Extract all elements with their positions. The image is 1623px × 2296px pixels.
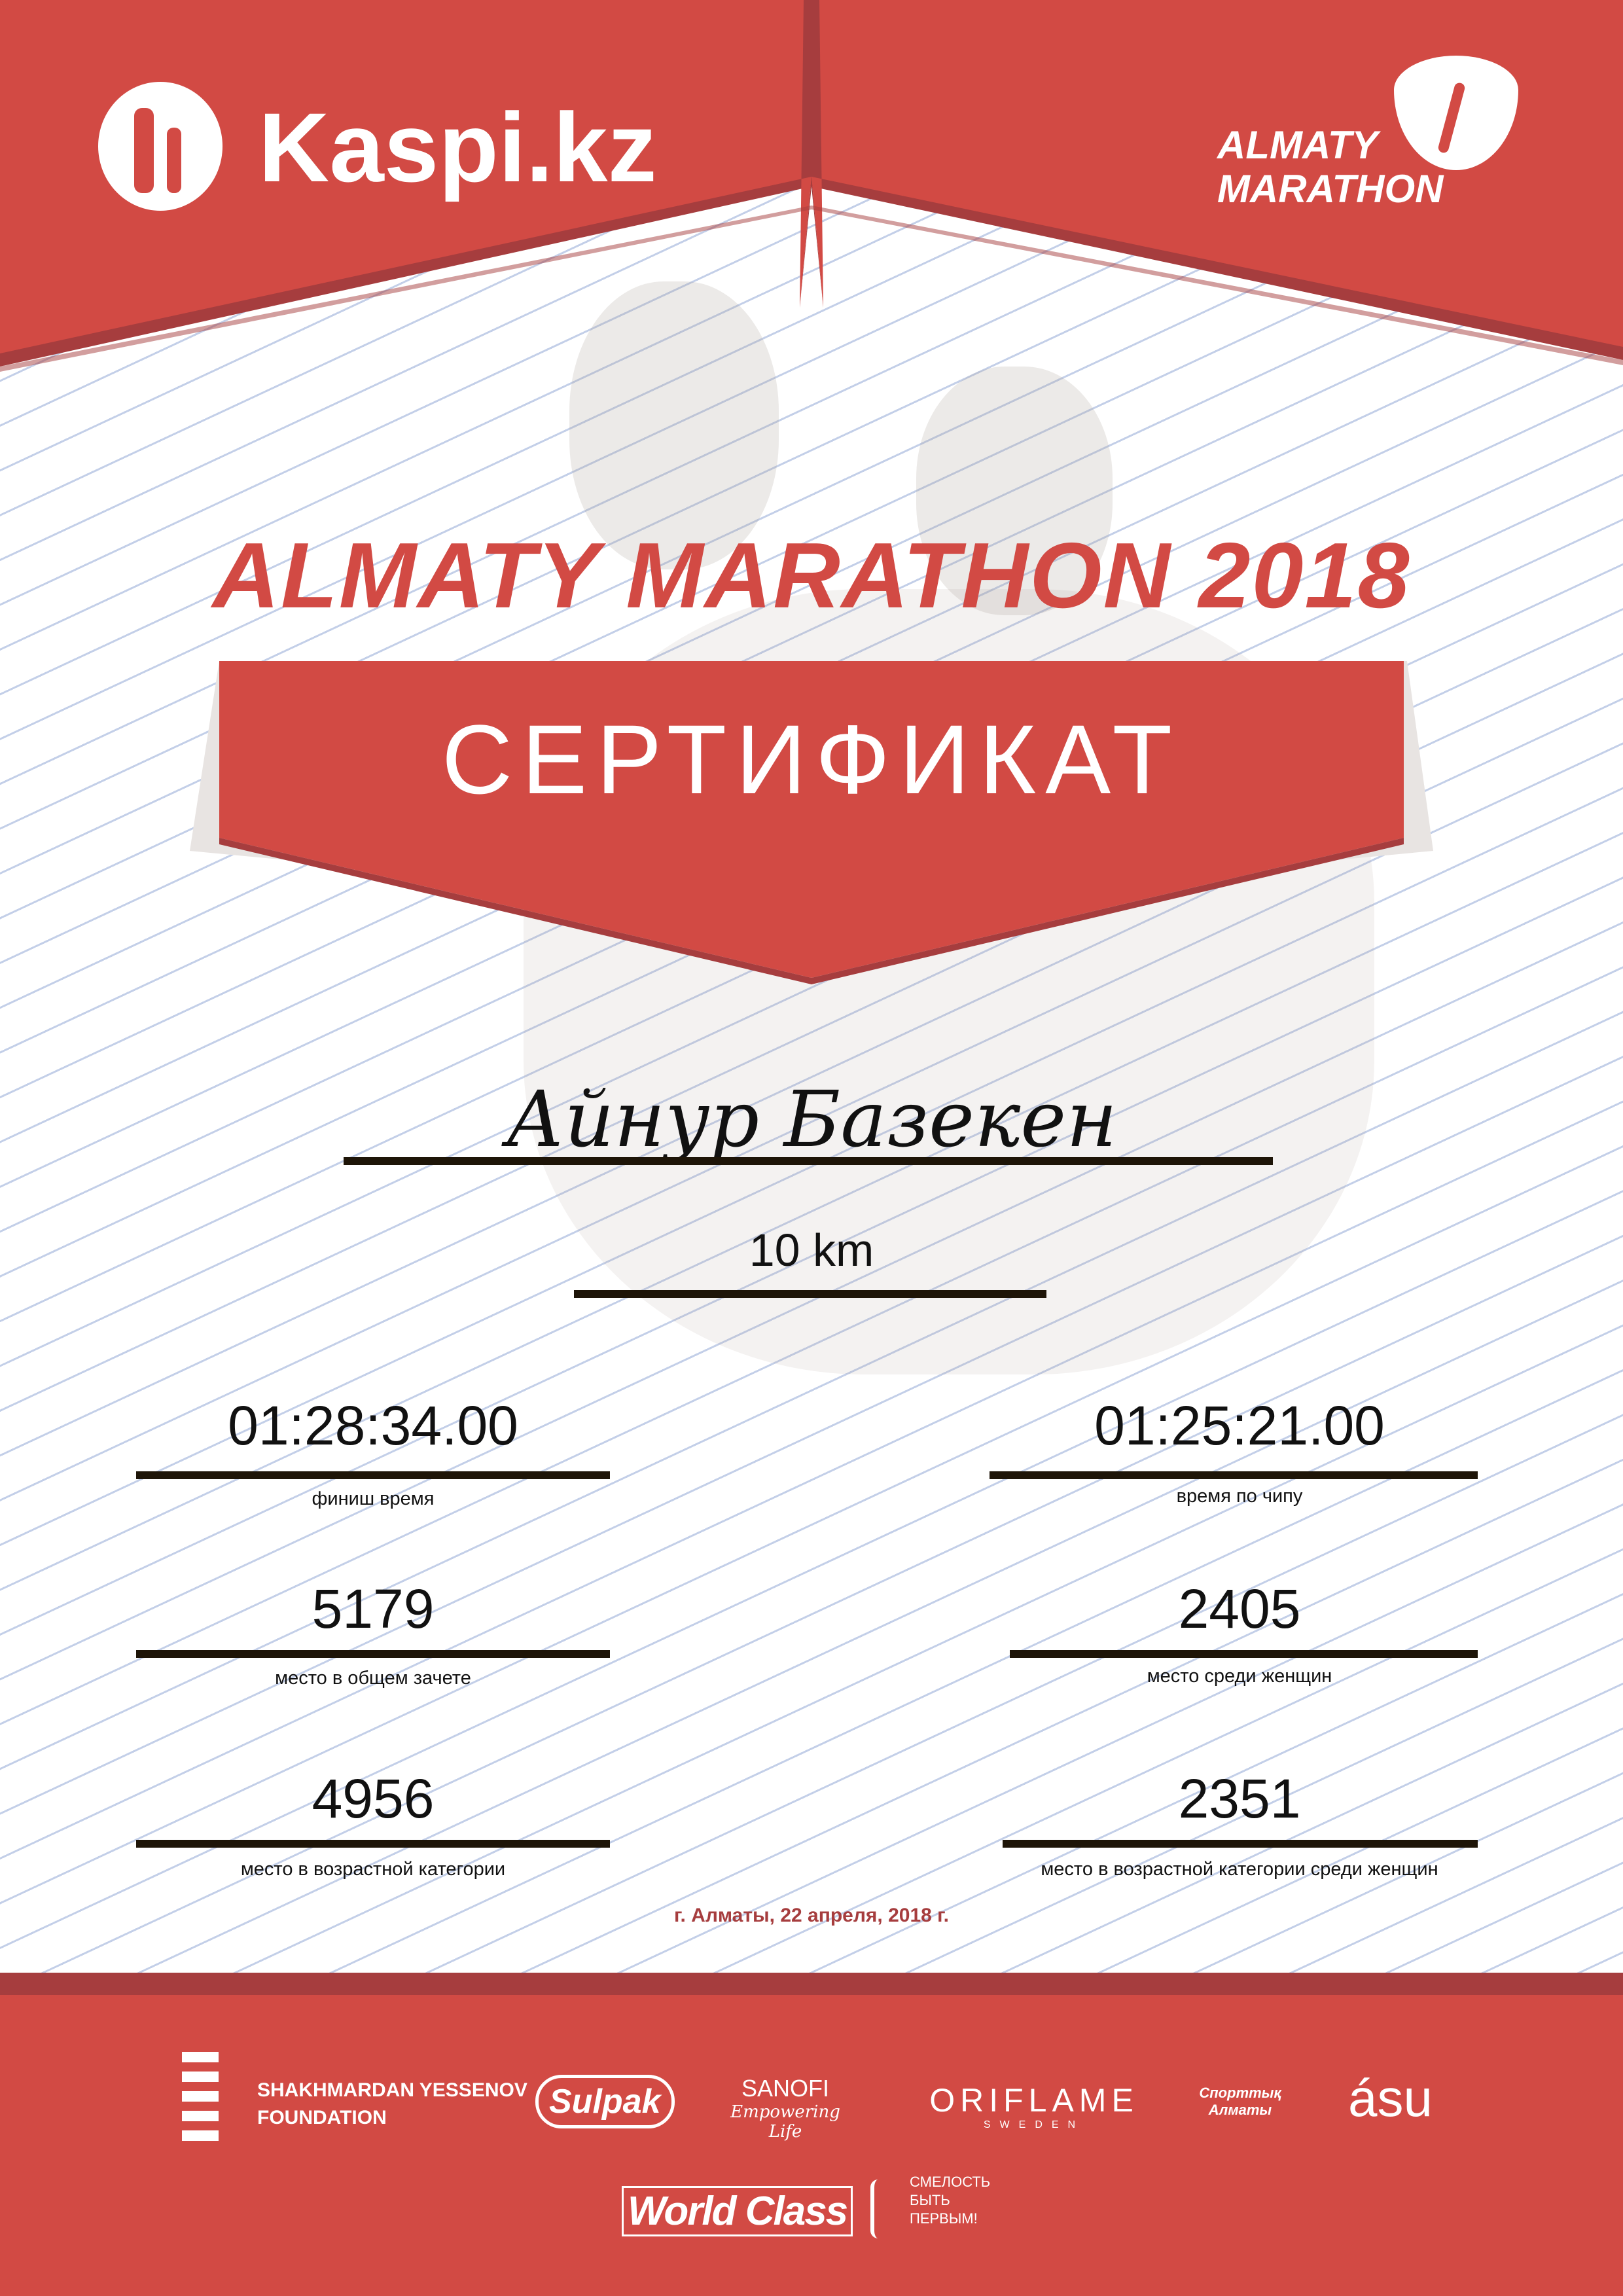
footer <box>0 1995 1623 2296</box>
participant-name: Айнур Базекен <box>506 1074 1117 1164</box>
footer-band <box>0 1973 1623 1995</box>
age-place-value: 4956 <box>312 1768 435 1829</box>
women-age-place-underline <box>1003 1840 1478 1848</box>
yessenov-icon <box>182 2052 219 2150</box>
name-underline <box>344 1157 1273 1165</box>
sanofi-logo: SANOFI Empowering Life <box>730 2075 840 2142</box>
sulpak-logo: Sulpak <box>535 2075 675 2128</box>
runner-icon <box>870 2179 890 2238</box>
chip-time-value: 01:25:21.00 <box>1094 1395 1385 1456</box>
distance-underline <box>574 1290 1046 1298</box>
women-age-place-value: 2351 <box>1178 1768 1301 1829</box>
overall-place-label: место в общем зачете <box>275 1668 471 1689</box>
runner-photo <box>569 281 779 569</box>
event-logo-line2: MARATHON <box>1217 167 1444 211</box>
runner-photo-2 <box>916 367 1113 615</box>
asu-logo: ásu <box>1348 2069 1433 2127</box>
kaspi-logo-text: Kaspi.kz <box>259 92 657 202</box>
event-logo-line1: ALMATY <box>1217 123 1378 167</box>
chip-time-underline <box>990 1471 1478 1479</box>
distance: 10 km <box>749 1225 874 1276</box>
women-place-value: 2405 <box>1178 1578 1301 1640</box>
finish-time-label: финиш время <box>312 1488 435 1509</box>
women-place-label: место среди женщин <box>1147 1666 1332 1687</box>
event-title: ALMATY MARATHON 2018 <box>212 524 1411 628</box>
finish-time-underline <box>136 1471 610 1479</box>
chip-time-label: время по чипу <box>1176 1486 1303 1507</box>
kaspi-logo: Kaspi.kz <box>98 82 657 211</box>
ribbon-title: СЕРТИФИКАТ <box>441 704 1182 814</box>
age-place-label: место в возрастной категории <box>240 1859 506 1880</box>
kaspi-logo-icon <box>98 82 223 211</box>
women-age-place-label: место в возрастной категории среди женщи… <box>1041 1859 1438 1880</box>
overall-place-value: 5179 <box>312 1578 435 1640</box>
sportty-almaty-logo: Спорттық Алматы <box>1199 2085 1281 2118</box>
smelost-byt-pervym-logo: СМЕЛОСТЬ БЫТЬ ПЕРВЫМ! <box>870 2173 990 2238</box>
overall-place-underline <box>136 1650 610 1658</box>
women-place-underline <box>1010 1650 1478 1658</box>
runner-drop-icon <box>1394 56 1518 170</box>
finish-time-value: 01:28:34.00 <box>228 1395 518 1456</box>
world-class-logo: World Class <box>622 2186 853 2236</box>
date-place: г. Алматы, 22 апреля, 2018 г. <box>674 1905 949 1926</box>
oriflame-logo: ORIFLAME SWEDEN <box>929 2082 1139 2130</box>
age-place-underline <box>136 1840 610 1848</box>
almaty-marathon-logo: ALMATY MARATHON <box>1217 56 1518 213</box>
certificate-ribbon <box>190 661 1433 984</box>
